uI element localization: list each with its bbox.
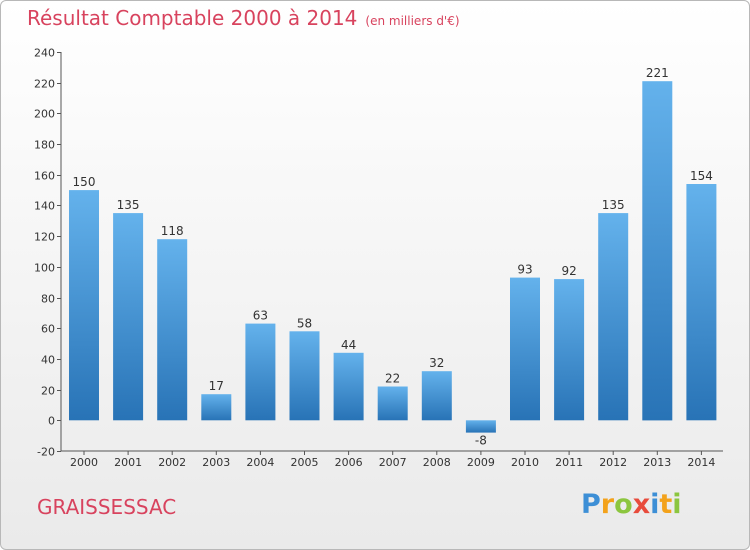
data-label: 32 [429, 356, 444, 370]
y-tick-label: 240 [34, 47, 55, 60]
bar [642, 81, 673, 421]
data-label: -8 [475, 434, 487, 448]
y-tick-label: 200 [34, 108, 55, 121]
bar [421, 371, 452, 421]
bar [554, 279, 585, 421]
x-tick-label: 2007 [379, 456, 407, 469]
chart-title: Résultat Comptable 2000 à 2014 (en millie… [27, 6, 460, 30]
bar [289, 331, 320, 421]
y-tick-label: 60 [41, 323, 55, 336]
y-tick-label: 20 [41, 385, 55, 398]
y-tick-label: 220 [34, 78, 55, 91]
y-tick-label: 160 [34, 170, 55, 183]
x-tick-label: 2014 [687, 456, 715, 469]
x-tick-label: 2001 [114, 456, 142, 469]
data-label: 221 [646, 66, 669, 80]
logo-letter: i [650, 489, 660, 520]
data-label: 150 [73, 175, 96, 189]
bar [333, 352, 364, 421]
data-label: 63 [253, 309, 268, 323]
x-tick-label: 2005 [291, 456, 319, 469]
logo-letter: P [581, 489, 601, 520]
y-tick-label: 140 [34, 200, 55, 213]
data-label: 118 [161, 224, 184, 238]
axes: -20 0 20 40 60 80 100 120 140 160 180 200 220 240 2000… [34, 47, 723, 469]
y-tick-label: 100 [34, 262, 55, 275]
bar [113, 213, 144, 421]
y-tick-label: 40 [41, 354, 55, 367]
chart-subtitle: (en milliers d'€) [365, 14, 460, 28]
data-label: 44 [341, 338, 356, 352]
bar [465, 420, 496, 433]
data-label: 93 [517, 263, 532, 277]
bar [157, 239, 188, 421]
bar [510, 277, 540, 421]
data-label: 154 [690, 169, 713, 183]
logo-letter: i [672, 489, 682, 520]
data-label: 135 [602, 198, 625, 212]
x-tick-label: 2003 [202, 456, 230, 469]
data-label: 17 [209, 379, 224, 393]
x-tick-label: 2002 [158, 456, 186, 469]
bar [598, 213, 629, 421]
bar [245, 323, 276, 421]
x-tick-label: 2012 [599, 456, 627, 469]
x-tick-label: 2006 [335, 456, 363, 469]
chart-title-text: Résultat Comptable 2000 à 2014 [27, 6, 358, 30]
proxiti-logo: Proxiti [581, 489, 682, 520]
x-tick-label: 2009 [467, 456, 495, 469]
commune-name: GRAISSESSAC [37, 495, 177, 519]
bar [686, 184, 717, 421]
value-labels: 150 135 118 17 63 58 44 22 32 -8 93 92 135 221 154 [73, 66, 713, 447]
logo-letter: x [632, 489, 651, 520]
y-tick-label: -20 [37, 446, 55, 459]
bars [69, 81, 717, 433]
x-tick-label: 2010 [511, 456, 539, 469]
y-tick-label: 80 [41, 293, 55, 306]
data-label: 22 [385, 372, 400, 386]
data-label: 92 [561, 264, 576, 278]
x-tick-label: 2013 [643, 456, 671, 469]
bar [69, 190, 99, 421]
logo-letter: o [614, 489, 633, 520]
x-tick-label: 2004 [246, 456, 274, 469]
y-tick-label: 120 [34, 231, 55, 244]
y-tick-label: 0 [48, 415, 55, 428]
x-tick-label: 2008 [423, 456, 451, 469]
y-tick-label: 180 [34, 139, 55, 152]
x-tick-label: 2000 [70, 456, 98, 469]
bar [201, 394, 232, 421]
logo-letter: t [659, 489, 673, 520]
x-tick-label: 2011 [555, 456, 583, 469]
bar [377, 386, 408, 421]
data-label: 58 [297, 316, 312, 330]
data-label: 135 [117, 198, 140, 212]
logo-letter: r [600, 489, 615, 520]
